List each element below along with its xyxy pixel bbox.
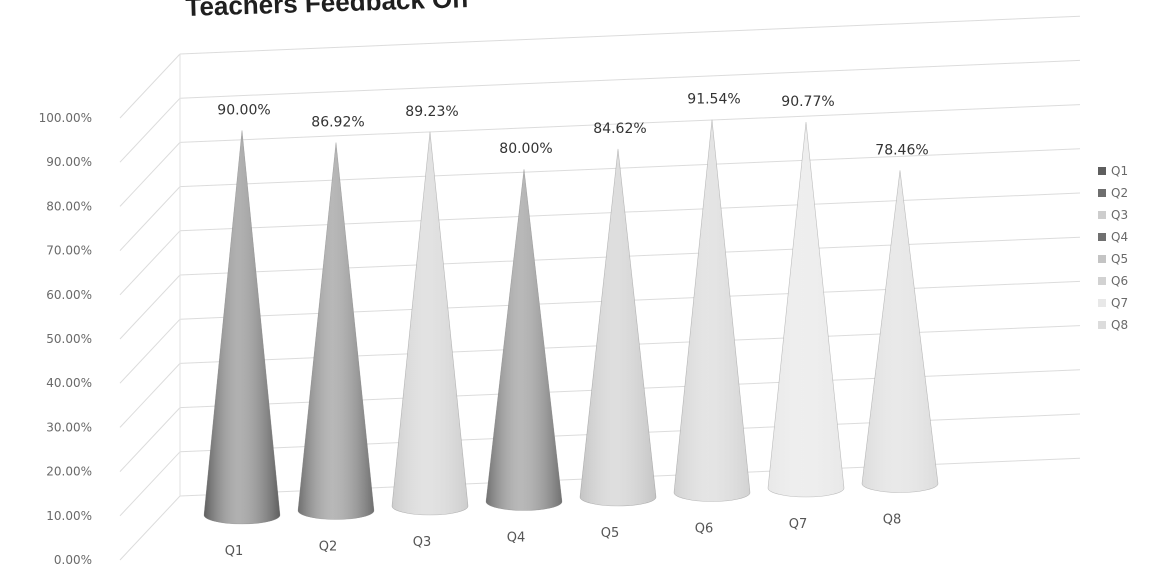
legend-item: Q1	[1098, 164, 1128, 178]
cone-q8	[861, 170, 939, 493]
data-label: 80.00%	[499, 141, 552, 157]
cone-q3	[391, 131, 469, 516]
gridline	[179, 104, 1081, 143]
category-labels: Q1 Q2 Q3 Q4 Q5 Q6 Q7 Q8	[225, 513, 902, 560]
category-label: Q1	[225, 544, 244, 559]
gridline-depth	[119, 230, 181, 296]
gridline-depth	[119, 274, 181, 340]
legend-swatch	[1098, 277, 1106, 285]
legend-item: Q8	[1098, 318, 1128, 332]
legend-item: Q2	[1098, 186, 1128, 200]
legend-swatch	[1098, 167, 1106, 175]
legend-swatch	[1098, 189, 1106, 197]
gridline-depth	[119, 407, 181, 472]
y-axis-ticks: 0.00% 10.00% 20.00% 30.00% 40.00% 50.00% 60.00…	[39, 111, 92, 565]
cones	[203, 119, 939, 525]
legend-label: Q8	[1111, 318, 1128, 332]
data-label: 91.54%	[687, 92, 740, 108]
data-label: 90.00%	[217, 102, 270, 118]
legend-swatch	[1098, 255, 1106, 263]
category-label: Q4	[507, 531, 526, 546]
gridline-depth	[119, 97, 181, 163]
gridline	[179, 15, 1081, 55]
y-tick-label: 50.00%	[46, 332, 92, 346]
legend-swatch	[1098, 321, 1106, 329]
legend-swatch	[1098, 211, 1106, 219]
category-label: Q5	[601, 526, 620, 541]
gridline-depth	[119, 53, 181, 119]
legend-item: Q7	[1098, 296, 1128, 310]
y-tick-label: 80.00%	[46, 199, 92, 213]
gridline-depth	[119, 495, 181, 561]
category-label: Q3	[413, 535, 432, 550]
data-labels: 90.00% 86.92% 89.23% 80.00% 84.62% 91.54% 90.7…	[217, 92, 928, 159]
y-tick-label: 60.00%	[46, 288, 92, 302]
y-tick-label: 90.00%	[46, 155, 92, 169]
data-label: 86.92%	[311, 114, 364, 130]
gridline-depth	[119, 451, 181, 517]
gridline-depth	[119, 318, 181, 384]
gridline	[179, 192, 1081, 232]
legend-item: Q5	[1098, 252, 1128, 266]
legend-label: Q1	[1111, 164, 1128, 178]
gridline	[179, 59, 1081, 99]
cone-q4	[485, 169, 563, 511]
gridline	[179, 148, 1081, 188]
legend-label: Q6	[1111, 274, 1128, 288]
category-label: Q2	[319, 540, 338, 555]
y-tick-label: 70.00%	[46, 244, 92, 258]
legend-item: Q6	[1098, 274, 1128, 288]
legend-label: Q3	[1111, 208, 1128, 222]
gridline-depth	[119, 363, 181, 428]
y-tick-label: 0.00%	[54, 553, 92, 565]
cone-q7	[767, 121, 845, 498]
category-label: Q8	[883, 513, 902, 528]
y-tick-label: 40.00%	[46, 376, 92, 390]
y-tick-label: 100.00%	[39, 111, 92, 125]
cone-q6	[673, 119, 751, 502]
legend-item: Q4	[1098, 230, 1128, 244]
legend: Q1 Q2 Q3 Q4 Q5 Q6 Q7 Q8	[1098, 164, 1128, 332]
data-label: 84.62%	[593, 121, 646, 137]
data-label: 90.77%	[781, 94, 834, 110]
legend-label: Q4	[1111, 230, 1128, 244]
y-tick-label: 10.00%	[46, 509, 92, 523]
legend-label: Q5	[1111, 252, 1128, 266]
legend-item: Q3	[1098, 208, 1128, 222]
category-label: Q6	[695, 522, 714, 537]
cone-q5	[579, 148, 657, 507]
legend-swatch	[1098, 299, 1106, 307]
cone-q1	[203, 130, 281, 525]
cone-q2	[297, 142, 375, 520]
data-label: 78.46%	[875, 142, 928, 158]
legend-swatch	[1098, 233, 1106, 241]
legend-label: Q2	[1111, 186, 1128, 200]
legend-label: Q7	[1111, 296, 1128, 310]
category-label: Q7	[789, 517, 808, 532]
y-tick-label: 20.00%	[46, 465, 92, 479]
gridline-depth	[119, 142, 181, 207]
gridline-depth	[119, 186, 181, 251]
y-tick-label: 30.00%	[46, 420, 92, 434]
data-label: 89.23%	[405, 104, 458, 120]
